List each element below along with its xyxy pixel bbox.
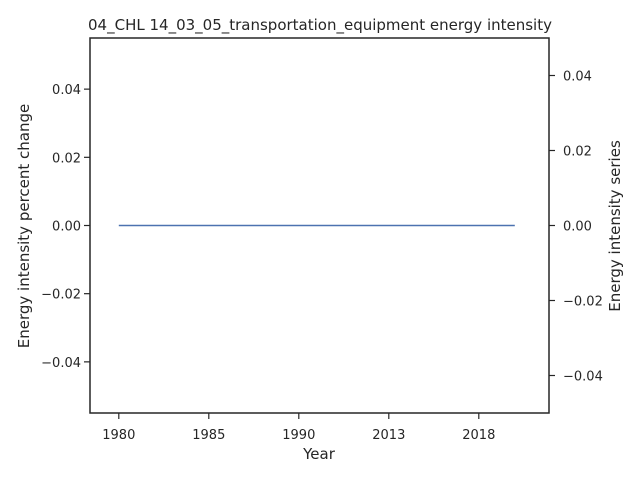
x-tick-label: 1990 [282,428,315,443]
x-tick-label: 1985 [192,428,225,443]
left-y-tick-label: 0.02 [52,151,81,166]
right-y-tick-label: 0.00 [563,220,592,235]
left-y-tick-label: −0.02 [41,288,81,303]
left-y-tick-label: −0.04 [41,356,81,371]
left-y-tick-label: 0.04 [52,83,81,98]
x-tick-label: 2013 [372,428,405,443]
x-axis: 1980 1985 1990 2013 2018 [102,413,495,443]
right-y-axis-label: Energy intensity series [606,140,624,312]
left-y-tick-label: 0.00 [52,220,81,235]
chart-title: 04_CHL 14_03_05_transportation_equipment… [88,16,552,35]
left-y-axis: −0.04 −0.02 0.00 0.02 0.04 [41,83,90,371]
x-tick-label: 1980 [102,428,135,443]
x-axis-label: Year [302,445,336,463]
x-tick-label: 2018 [462,428,495,443]
right-y-axis: −0.04 −0.02 0.00 0.02 0.04 [549,70,603,385]
right-y-tick-label: 0.04 [563,70,592,85]
left-y-axis-label: Energy intensity percent change [15,104,33,349]
right-y-tick-label: −0.04 [563,370,603,385]
right-y-tick-label: −0.02 [563,295,603,310]
right-y-tick-label: 0.02 [563,145,592,160]
